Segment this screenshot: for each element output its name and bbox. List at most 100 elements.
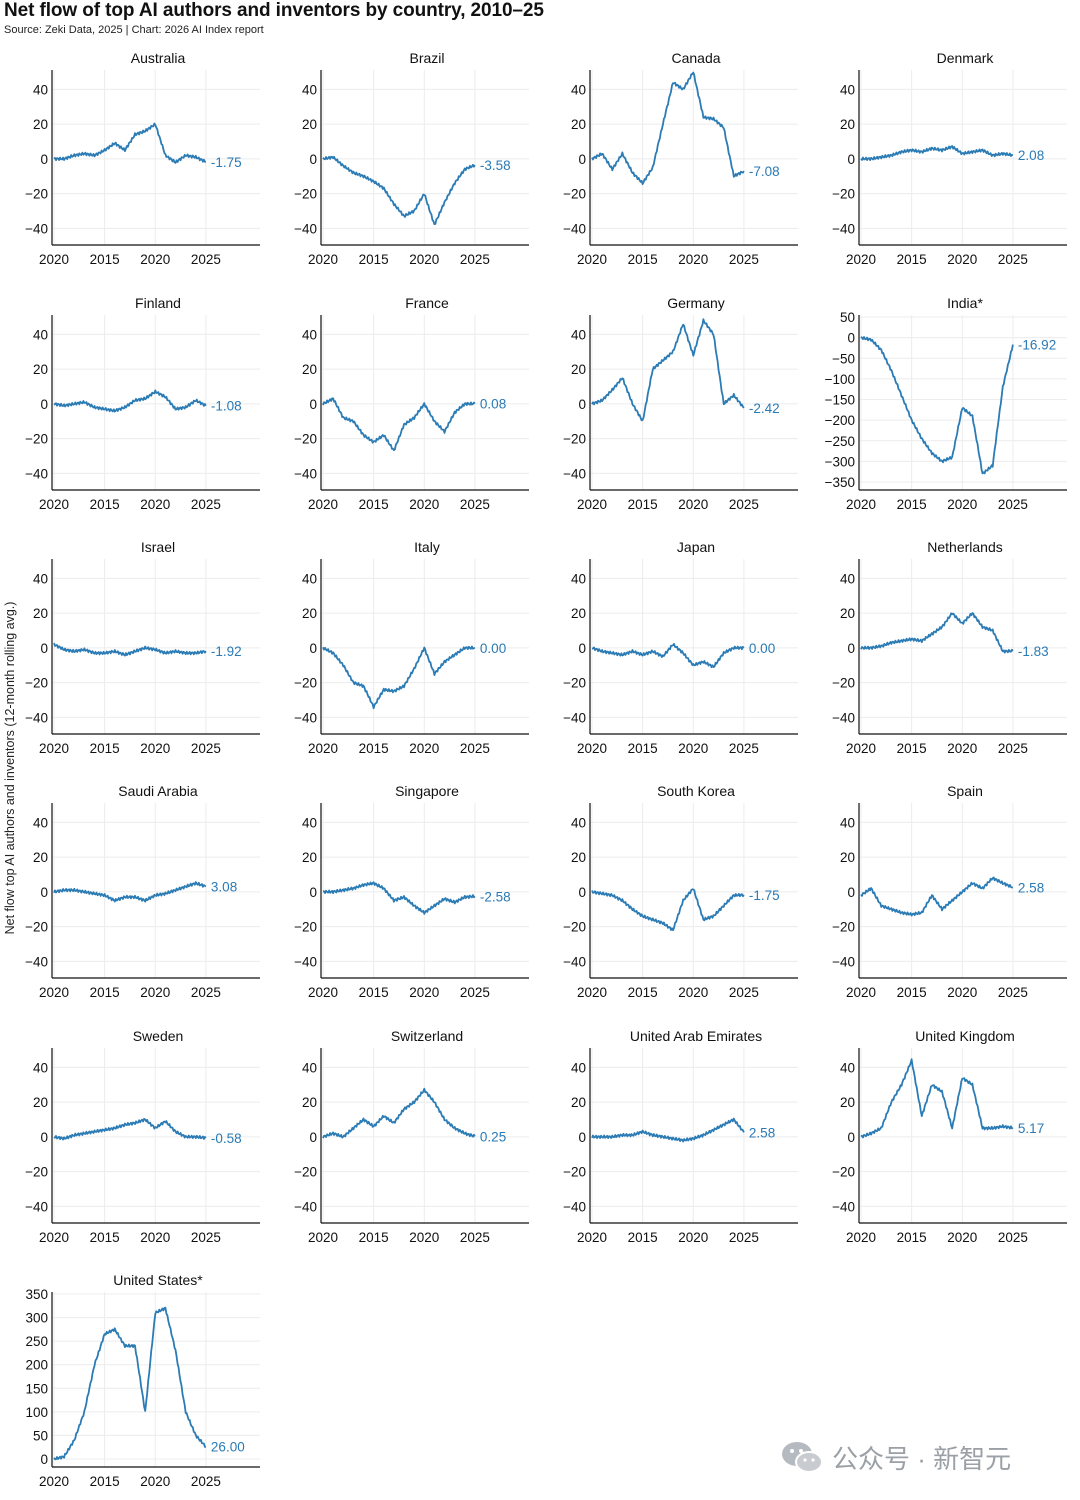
panel-title: Finland (135, 295, 181, 311)
y-tick-label: 20 (840, 117, 855, 132)
series-line (860, 336, 1014, 475)
x-tick-label: 2020 (409, 497, 439, 512)
x-tick-label: 2020 (678, 252, 708, 267)
chart-panel-singapore: Singapore 40 20 0 −20 −40 2020 2015 2020 2025 -2.5… (294, 783, 529, 1000)
y-tick-label: 20 (571, 606, 586, 621)
chart-panel-spain: Spain 40 20 0 −20 −40 2020 2015 2020 2025 2.58 (832, 783, 1067, 1000)
x-tick-label: 2025 (460, 985, 490, 1000)
x-tick-label: 2025 (191, 985, 221, 1000)
end-value-label: 2.58 (749, 1125, 775, 1140)
y-tick-label: 40 (571, 1060, 586, 1075)
x-tick-label: 2020 (308, 741, 338, 756)
x-tick-label: 2020 (678, 985, 708, 1000)
y-tick-label: 20 (33, 117, 48, 132)
x-tick-label: 2020 (39, 985, 69, 1000)
y-tick-label: 0 (578, 397, 586, 412)
y-tick-label: −150 (825, 393, 855, 408)
x-tick-label: 2015 (897, 252, 927, 267)
y-tick-label: 20 (302, 362, 317, 377)
end-value-label: -3.58 (480, 158, 511, 173)
x-tick-label: 2015 (628, 252, 658, 267)
x-tick-label: 2020 (39, 497, 69, 512)
x-tick-label: 2015 (359, 1230, 389, 1245)
y-tick-label: −20 (25, 676, 48, 691)
y-tick-label: 20 (571, 362, 586, 377)
y-tick-label: −20 (294, 920, 317, 935)
y-tick-label: 0 (847, 1130, 855, 1145)
x-tick-label: 2015 (90, 741, 120, 756)
y-tick-label: 40 (302, 571, 317, 586)
y-tick-label: −50 (832, 351, 855, 366)
wechat-icon (782, 1442, 823, 1473)
y-tick-label: −40 (294, 221, 317, 236)
y-tick-label: 0 (40, 397, 48, 412)
series-line (53, 881, 207, 903)
y-tick-label: −40 (25, 710, 48, 725)
watermark: 公众号 · 新智元 (780, 1438, 1011, 1476)
x-tick-label: 2025 (460, 497, 490, 512)
panel-title: Spain (947, 783, 983, 799)
y-tick-label: 20 (302, 117, 317, 132)
x-tick-label: 2020 (577, 1230, 607, 1245)
y-tick-label: −40 (294, 1199, 317, 1214)
x-tick-label: 2020 (678, 1230, 708, 1245)
x-tick-label: 2025 (191, 1230, 221, 1245)
x-tick-label: 2025 (460, 252, 490, 267)
end-value-label: -7.08 (749, 164, 780, 179)
panel-title: Switzerland (391, 1028, 463, 1044)
y-tick-label: −40 (563, 954, 586, 969)
x-tick-label: 2020 (678, 741, 708, 756)
series-line (53, 1118, 207, 1141)
y-tick-label: 0 (40, 641, 48, 656)
x-tick-label: 2015 (897, 741, 927, 756)
y-tick-label: −100 (825, 372, 855, 387)
panel-title: Saudi Arabia (118, 783, 198, 799)
x-tick-label: 2015 (90, 497, 120, 512)
x-tick-label: 2020 (947, 252, 977, 267)
series-line (860, 876, 1013, 917)
panel-title: United States* (113, 1272, 203, 1288)
end-value-label: -1.92 (211, 644, 242, 659)
x-tick-label: 2025 (998, 985, 1028, 1000)
panel-title: Denmark (937, 50, 995, 66)
x-tick-label: 2020 (308, 1230, 338, 1245)
y-tick-label: 40 (33, 327, 48, 342)
x-tick-label: 2020 (846, 741, 876, 756)
y-tick-label: 20 (33, 850, 48, 865)
y-tick-label: −20 (832, 920, 855, 935)
chart-panel-japan: Japan 40 20 0 −20 −40 2020 2015 2020 2025 0.00 (563, 539, 798, 756)
panel-title: Sweden (133, 1028, 184, 1044)
x-tick-label: 2020 (409, 741, 439, 756)
y-tick-label: 0 (578, 152, 586, 167)
end-value-label: 2.08 (1018, 148, 1044, 163)
end-value-label: -1.08 (211, 399, 242, 414)
x-tick-label: 2020 (577, 497, 607, 512)
chart-source: Source: Zeki Data, 2025 | Chart: 2026 AI… (4, 24, 264, 36)
x-tick-label: 2020 (308, 497, 338, 512)
y-tick-label: 50 (33, 1428, 48, 1443)
y-tick-label: −20 (294, 676, 317, 691)
x-tick-label: 2015 (90, 252, 120, 267)
series-line (53, 389, 207, 413)
y-tick-label: 40 (840, 571, 855, 586)
panel-title: Japan (677, 539, 715, 555)
panel-title: India* (947, 295, 983, 311)
end-value-label: 0.08 (480, 397, 506, 412)
y-tick-label: 0 (309, 885, 317, 900)
y-tick-label: −20 (294, 1165, 317, 1180)
x-tick-label: 2020 (409, 985, 439, 1000)
end-value-label: 2.58 (1018, 880, 1044, 895)
y-tick-label: 0 (309, 397, 317, 412)
x-tick-label: 2020 (140, 497, 170, 512)
y-tick-label: 40 (33, 82, 48, 97)
y-tick-label: −40 (832, 1199, 855, 1214)
y-tick-label: −40 (832, 710, 855, 725)
y-tick-label: −40 (25, 466, 48, 481)
chart-panel-united-arab-emirates: United Arab Emirates 40 20 0 −20 −40 2020 2015 2… (563, 1028, 798, 1245)
end-value-label: -1.83 (1018, 644, 1049, 659)
series-line (323, 881, 476, 915)
x-tick-label: 2020 (846, 252, 876, 267)
x-tick-label: 2020 (577, 741, 607, 756)
series-line (591, 318, 745, 422)
x-tick-label: 2020 (947, 985, 977, 1000)
